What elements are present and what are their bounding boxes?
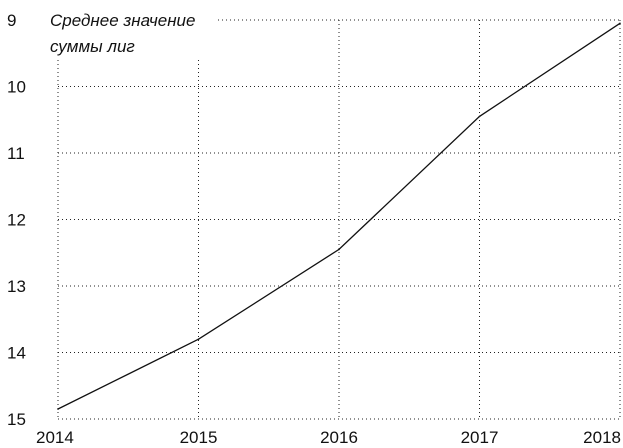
y-tick-label: 12 [7,211,26,230]
x-tick-label: 2017 [461,428,499,447]
x-tick-label: 2016 [320,428,358,447]
x-tick-label: 2015 [180,428,218,447]
data-point [478,115,481,118]
y-tick-label: 9 [7,11,16,30]
data-point [619,22,621,25]
y-tick-label: 15 [7,410,26,429]
chart-title-background [46,8,218,58]
series-group [57,22,621,410]
chart-title: Среднее значение суммы лиг [46,8,218,58]
y-tick-label: 14 [7,344,26,363]
x-axis-ticks: 2014 2015 2016 2017 2018 [36,428,621,447]
x-tick-label: 2018 [583,428,621,447]
x-tick-label: 2014 [36,428,74,447]
y-tick-label: 10 [7,78,26,97]
data-point [338,248,340,251]
y-axis-ticks: 9 10 11 12 13 14 15 [7,11,26,429]
grid [57,19,621,420]
data-point [57,408,59,410]
y-tick-label: 13 [7,277,26,296]
y-tick-label: 11 [7,144,25,163]
data-point [197,338,200,341]
chart-title-line-1: Среднее значение [50,11,195,30]
chart-title-line-2: суммы лиг [50,37,135,56]
